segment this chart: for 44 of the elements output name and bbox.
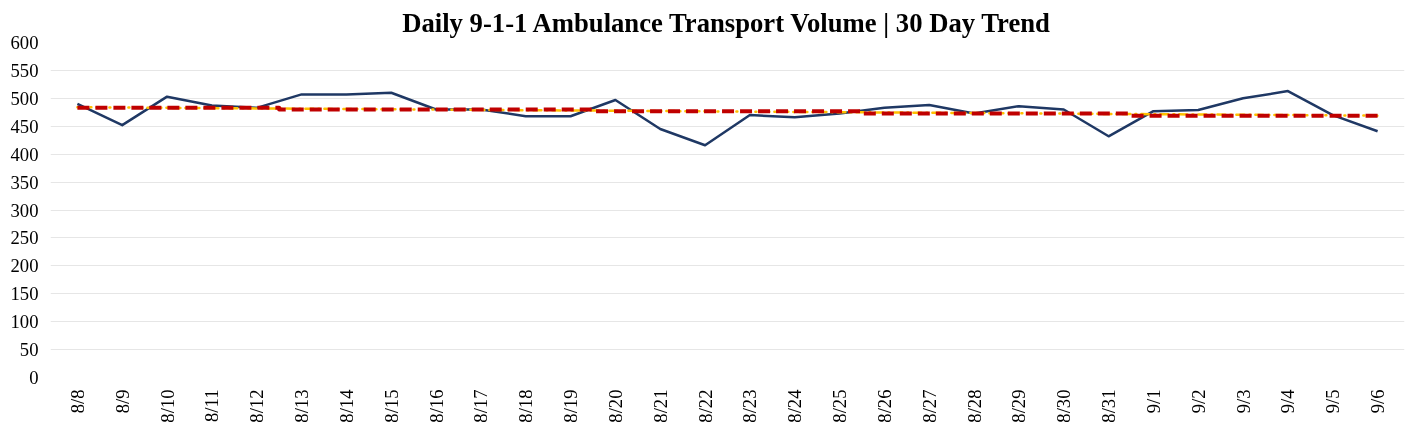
x-tick-label: 9/3 — [1232, 389, 1254, 414]
x-tick-label: 8/19 — [560, 389, 582, 423]
y-tick-label: 550 — [10, 59, 39, 81]
x-tick-label: 9/1 — [1142, 389, 1164, 414]
y-tick-label: 50 — [19, 339, 39, 361]
y-tick-label: 450 — [10, 115, 39, 137]
x-tick-label: 8/13 — [291, 389, 313, 423]
x-tick-label: 8/9 — [111, 389, 133, 414]
x-tick-label: 8/30 — [1053, 389, 1075, 423]
y-tick-label: 500 — [10, 87, 39, 109]
x-tick-label: 8/31 — [1098, 389, 1120, 423]
x-tick-label: 8/21 — [649, 389, 671, 423]
y-tick-label: 250 — [10, 227, 39, 249]
x-tick-label: 9/6 — [1367, 389, 1389, 414]
x-tick-label: 9/4 — [1277, 388, 1299, 414]
x-tick-label: 8/24 — [784, 388, 806, 423]
y-tick-label: 150 — [10, 283, 39, 305]
x-tick-label: 8/12 — [246, 389, 268, 423]
y-tick-label: 600 — [10, 32, 39, 53]
x-tick-label: 8/25 — [829, 389, 851, 423]
x-tick-label: 8/17 — [470, 389, 492, 423]
x-tick-label: 8/27 — [918, 389, 940, 423]
y-tick-label: 100 — [10, 311, 39, 333]
y-tick-label: 300 — [10, 199, 39, 221]
x-tick-label: 8/23 — [739, 389, 761, 423]
x-tick-label: 8/15 — [380, 389, 402, 423]
x-tick-label: 8/18 — [515, 389, 537, 423]
x-tick-label: 8/29 — [1008, 389, 1030, 423]
y-tick-label: 200 — [10, 255, 39, 277]
x-tick-label: 8/22 — [694, 389, 716, 423]
x-tick-label: 8/14 — [335, 388, 357, 423]
x-tick-label: 8/28 — [963, 389, 985, 423]
y-tick-label: 0 — [29, 367, 39, 388]
x-tick-label: 8/16 — [425, 389, 447, 423]
x-tick-label: 8/26 — [873, 389, 895, 423]
y-tick-label: 350 — [10, 171, 39, 193]
y-tick-label: 400 — [10, 143, 39, 165]
x-tick-label: 9/2 — [1187, 389, 1209, 414]
x-tick-label: 9/5 — [1322, 389, 1344, 414]
x-tick-label: 8/11 — [201, 389, 223, 422]
x-tick-label: 8/20 — [604, 389, 626, 423]
chart-title: Daily 9-1-1 Ambulance Transport Volume | 30 Day Trend — [402, 7, 1051, 38]
x-tick-label: 8/8 — [66, 389, 88, 414]
x-tick-label: 8/10 — [156, 389, 178, 423]
